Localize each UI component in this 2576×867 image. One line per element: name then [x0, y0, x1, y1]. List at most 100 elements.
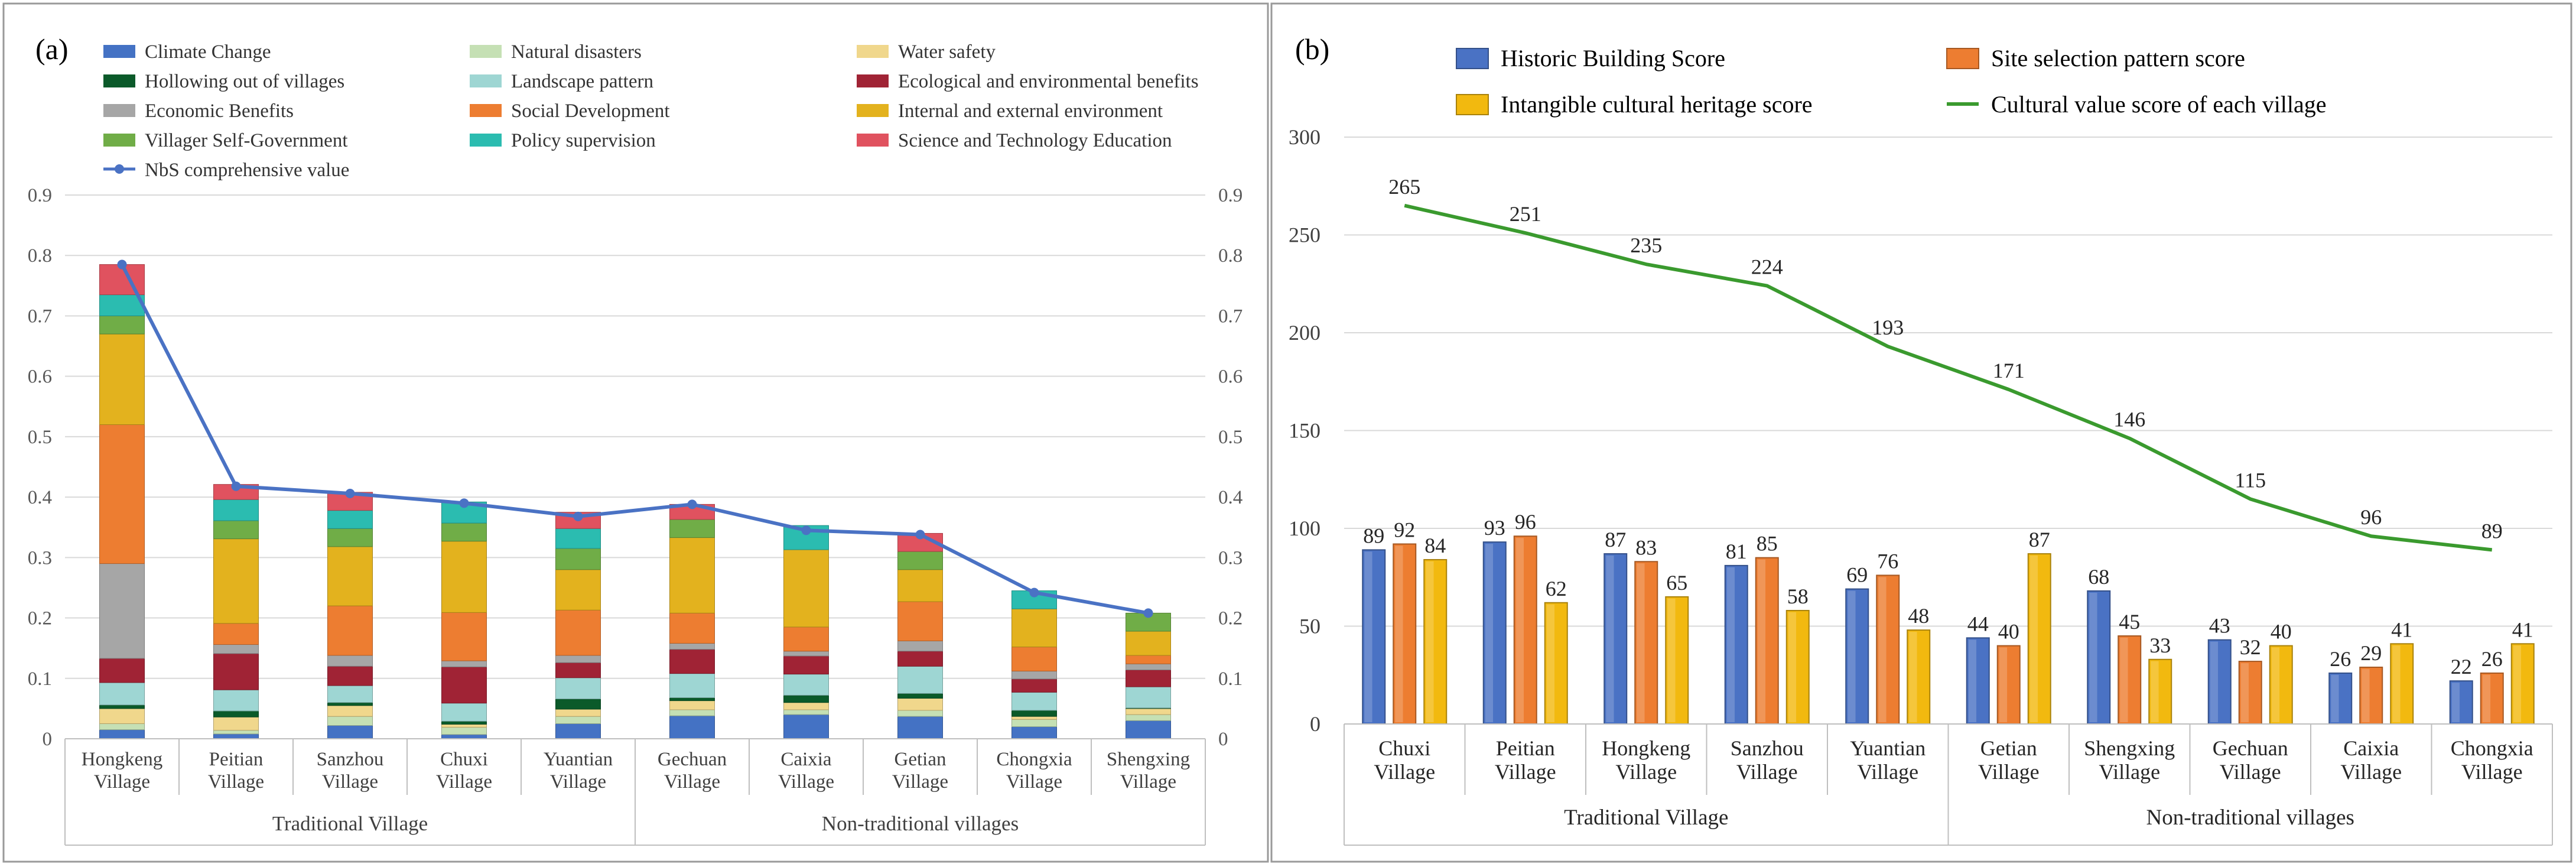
legend-swatch	[857, 74, 889, 87]
x-tick-label: Hongkeng Village	[82, 749, 162, 793]
cultural-value-line	[1404, 203, 2493, 552]
legend-label: Science and Technology Education	[898, 130, 1172, 151]
data-label: 93	[1484, 516, 1505, 540]
panel-a-y-axis-right: 0 0.1 0.2 0.3 0.4 0.5 0.6 0.7 0.8 0.9	[1218, 185, 1243, 750]
data-label: 85	[1757, 532, 1778, 556]
bar-segment-water-safety	[669, 700, 715, 710]
data-label: 41	[2512, 618, 2533, 641]
legend-item-historic-building-score: Historic Building Score	[1456, 45, 1725, 72]
x-tick-label: Sanzhou Village	[1731, 736, 1804, 784]
y-tick-label: 0	[1310, 712, 1320, 736]
bar-segment-climate-change	[213, 733, 259, 739]
bar-segment-social-development	[441, 612, 487, 661]
y-tick-label-right: 0	[1218, 729, 1228, 750]
bar-segment-natural-disasters	[669, 709, 715, 716]
bar-highlight	[2451, 683, 2460, 722]
bar-highlight	[1999, 647, 2008, 722]
panel-b-grouped-bars: 89 92 84 93 96 62 87 83 65 81 85 58 69 76 48 44 40 87 68 45…	[1362, 510, 2535, 725]
bar-segment-landscape-pattern	[897, 665, 943, 694]
legend-label: Social Development	[511, 100, 670, 122]
legend-item-climate-change: Climate Change	[103, 41, 271, 63]
data-label: 48	[1908, 604, 1929, 628]
bar-segment-social-development	[1126, 655, 1171, 664]
bar-segment-ecological-and-environmental-benefits	[1011, 678, 1057, 693]
y-tick-label-right: 0.5	[1218, 427, 1243, 448]
bar-highlight	[2151, 661, 2159, 722]
panel-b-border	[1270, 2, 2572, 863]
y-tick-label: 0	[43, 729, 53, 750]
x-group-label: Non-traditional villages	[822, 812, 1019, 835]
panel-a: (a) Climate Change Natural disasters Water…	[2, 2, 1269, 863]
nbs-value-point	[915, 530, 925, 540]
line-data-label: 96	[2360, 505, 2382, 529]
legend-swatch	[1456, 48, 1489, 69]
legend-label: Cultural value score of each village	[1991, 91, 2327, 118]
legend-item-ecological-and-environmental-benefits: Ecological and environmental benefits	[857, 71, 1199, 92]
data-label: 68	[2088, 565, 2109, 589]
bar-segment-water-safety	[555, 709, 601, 717]
bar-segment-water-safety	[213, 716, 259, 731]
bar-segment-internal-and-external-environment	[1126, 631, 1171, 656]
panel-b-cultural-line: 265 251 235 224 193 171 146 115 96 89	[1388, 175, 2503, 552]
data-label: 43	[2209, 614, 2230, 638]
legend-item-water-safety: Water safety	[857, 41, 996, 63]
legend-item-hollowing-out-of-villages: Hollowing out of villages	[103, 71, 344, 92]
data-label: 81	[1726, 540, 1747, 563]
bar-segment-natural-disasters	[441, 727, 487, 735]
bar-highlight	[1395, 545, 1403, 722]
bar-segment-policy-supervision	[555, 528, 601, 549]
bar-highlight	[2271, 647, 2280, 722]
bar-highlight	[2482, 674, 2491, 722]
legend-item-villager-self-government: Villager Self-Government	[103, 130, 348, 151]
data-label: 22	[2451, 655, 2472, 678]
bar-segment-ecological-and-environmental-benefits	[327, 665, 373, 686]
bar-segment-hollowing-out-of-villages	[1011, 710, 1057, 717]
data-label: 62	[1546, 577, 1567, 600]
bar-segment-policy-supervision	[327, 510, 373, 529]
bar-segment-social-development	[669, 612, 715, 644]
bar-segment-natural-disasters	[1126, 714, 1171, 721]
bar-highlight	[2029, 556, 2038, 722]
nbs-value-point	[1143, 608, 1153, 618]
y-tick-label-right: 0.3	[1218, 547, 1243, 569]
data-label: 40	[2271, 620, 2292, 644]
y-tick-label-right: 0.2	[1218, 608, 1243, 629]
bar-segment-hollowing-out-of-villages	[441, 720, 487, 725]
bar-segment-hollowing-out-of-villages	[213, 710, 259, 717]
nbs-value-line	[120, 264, 1149, 615]
nbs-value-point	[459, 498, 469, 508]
legend-swatch	[470, 74, 502, 87]
x-tick-label: Caixia Village	[2340, 736, 2402, 784]
data-label: 26	[2330, 647, 2351, 671]
data-label: 41	[2391, 618, 2412, 641]
bar-segment-hollowing-out-of-villages	[897, 693, 943, 699]
bar-segment-ecological-and-environmental-benefits	[897, 651, 943, 667]
bar-highlight	[1909, 632, 1917, 722]
y-tick-label: 0.5	[28, 427, 52, 448]
legend-marker	[115, 164, 124, 174]
panel-a-legend: Climate Change Natural disasters Water saf…	[103, 41, 1199, 181]
legend-item-internal-and-external-environment: Internal and external environment	[857, 100, 1163, 122]
bar-segment-social-development	[213, 623, 259, 645]
x-tick-label: Sanzhou Village	[317, 749, 384, 793]
bar-highlight	[2210, 641, 2219, 722]
bar-segment-hollowing-out-of-villages	[669, 697, 715, 702]
x-tick-label: Chongxia Village	[2451, 736, 2533, 784]
bar-segment-policy-supervision	[213, 499, 259, 521]
legend-swatch	[470, 104, 502, 117]
x-group-label: Traditional Village	[1564, 806, 1728, 830]
data-label: 58	[1787, 585, 1809, 608]
legend-item-policy-supervision: Policy supervision	[470, 130, 656, 151]
bar-segment-hollowing-out-of-villages	[327, 702, 373, 706]
x-tick-label: Shengxing Village	[1107, 749, 1190, 793]
x-tick-label: Gechuan Village	[658, 749, 727, 793]
bar-highlight	[1667, 598, 1676, 722]
bar-segment-villager-self-government	[441, 522, 487, 542]
legend-item-social-development: Social Development	[470, 100, 670, 122]
legend-label: Internal and external environment	[898, 100, 1163, 122]
data-label: 45	[2119, 610, 2140, 634]
legend-label: Climate Change	[145, 41, 271, 63]
line-data-label: 251	[1510, 202, 1541, 226]
y-tick-label-right: 0.7	[1218, 306, 1243, 327]
